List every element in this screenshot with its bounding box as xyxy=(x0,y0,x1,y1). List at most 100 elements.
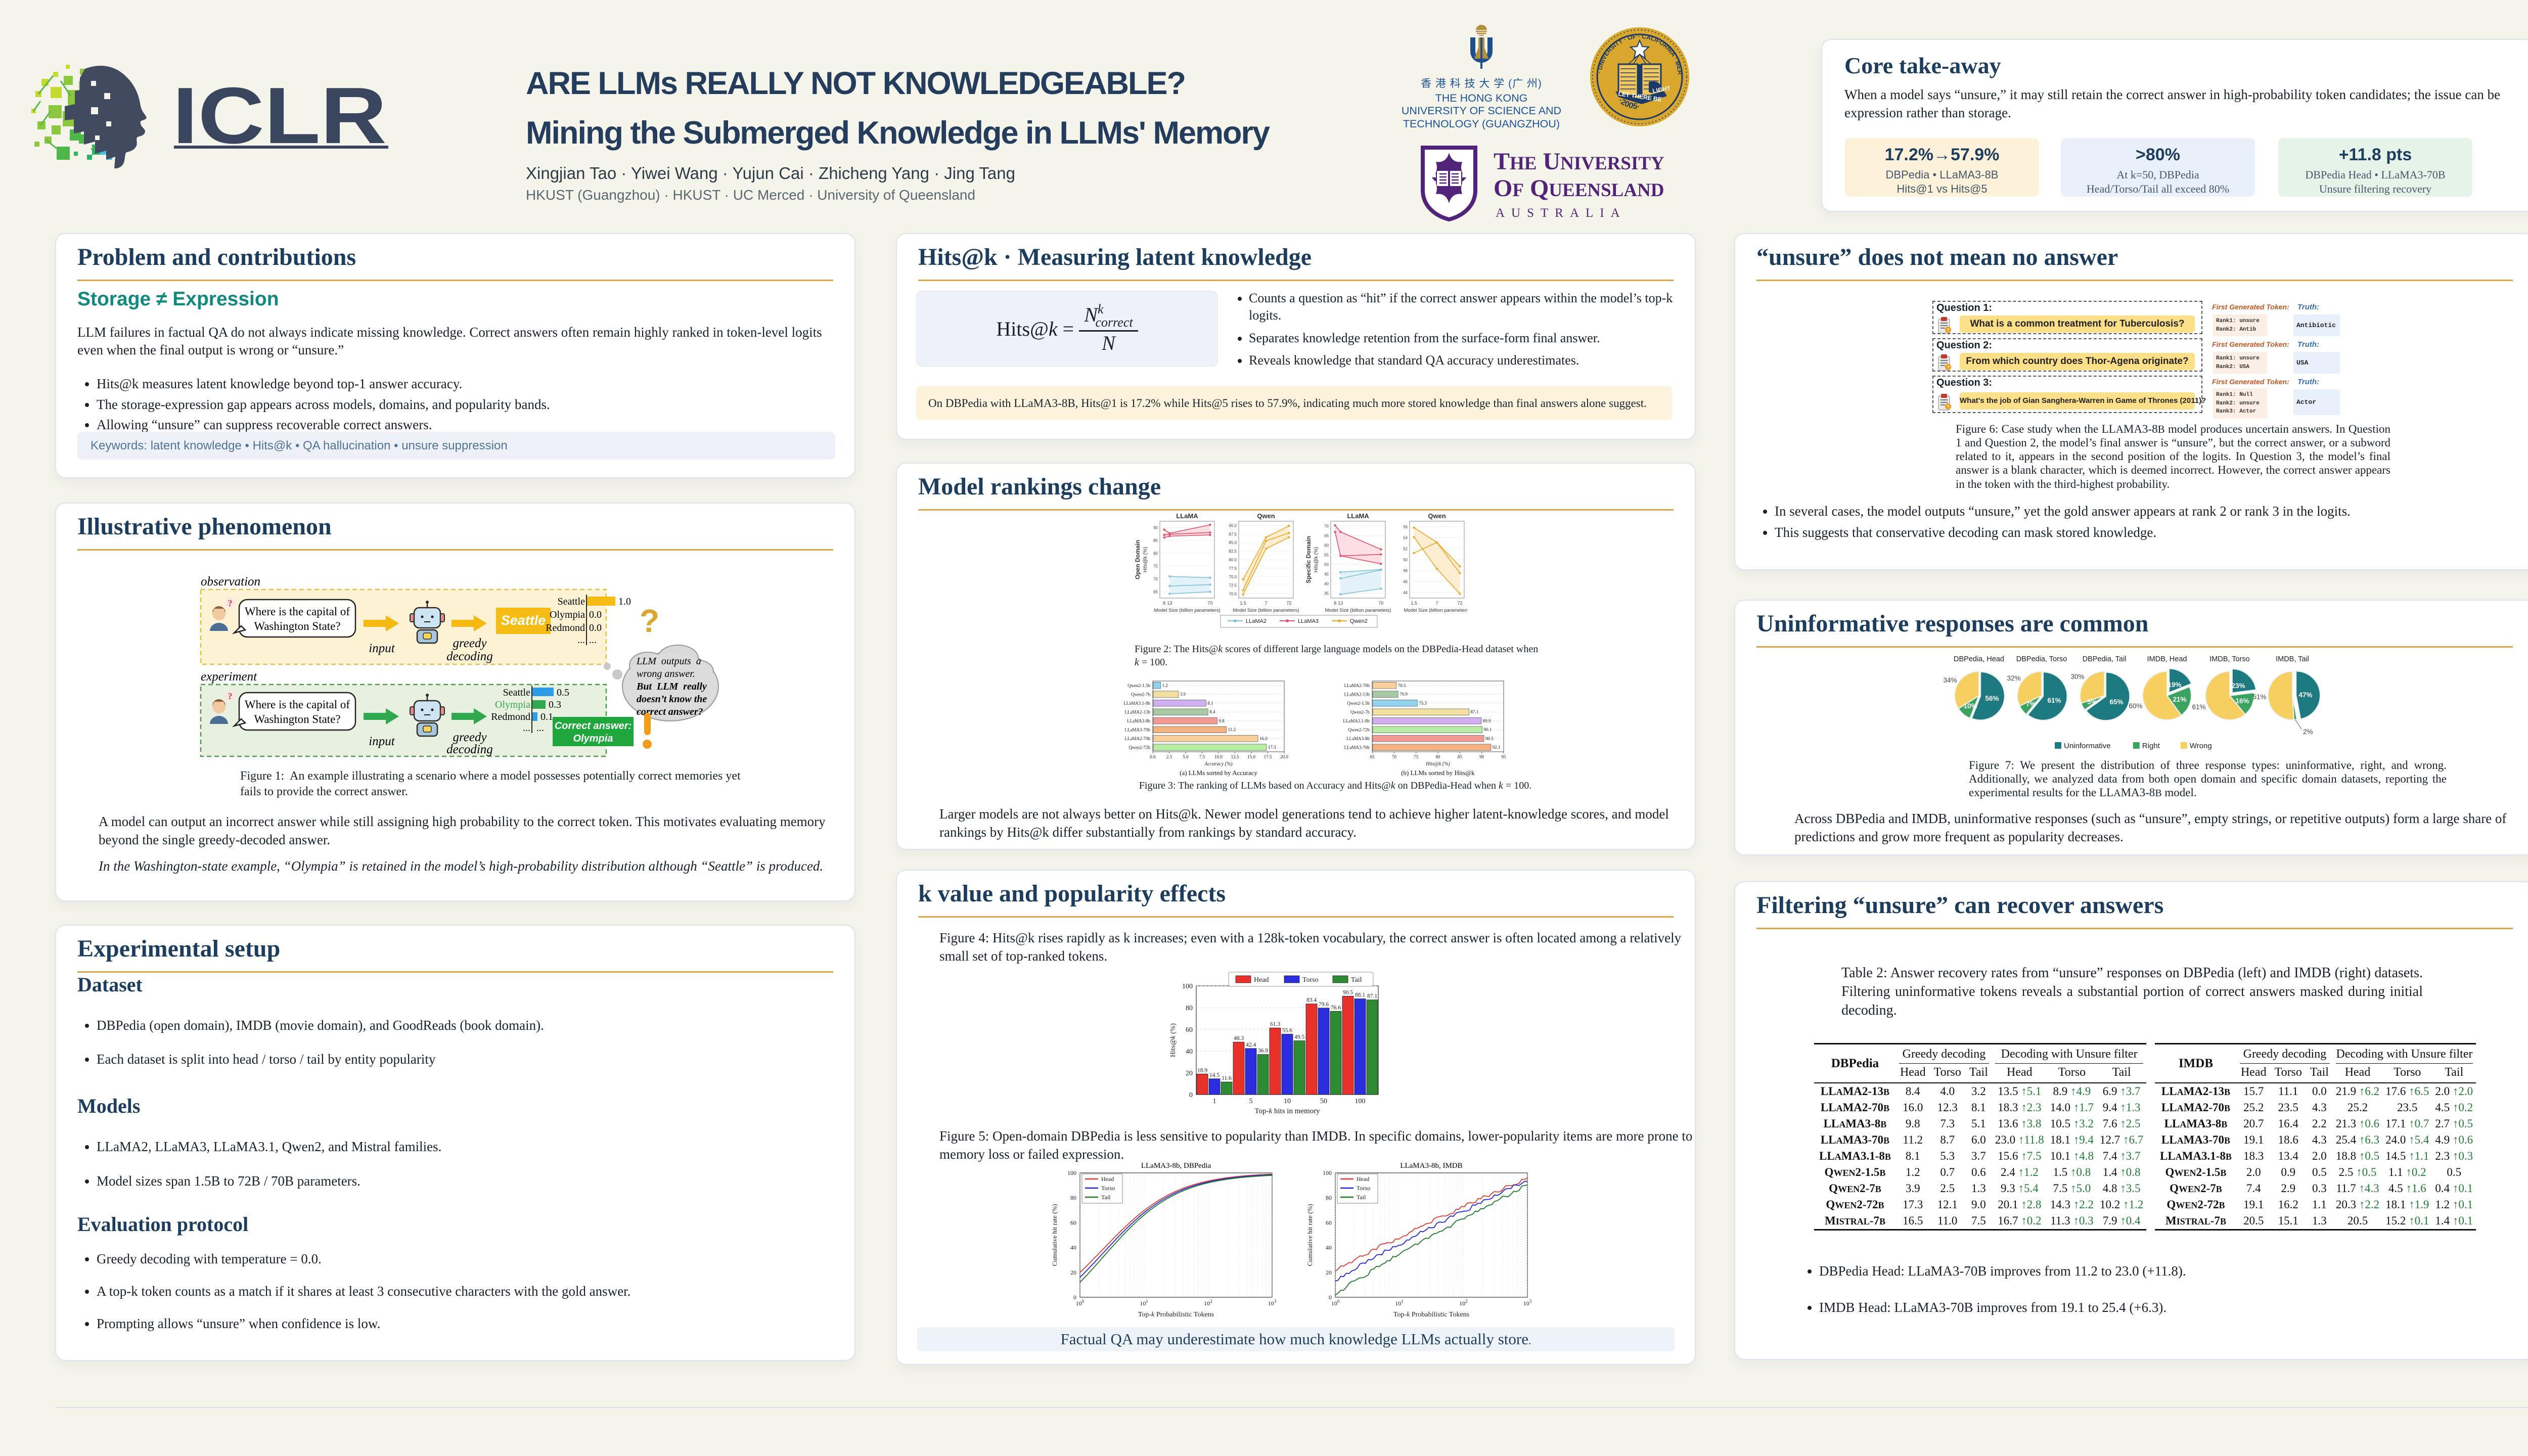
svg-text:95: 95 xyxy=(1502,754,1507,759)
svg-text:103: 103 xyxy=(1523,1299,1532,1307)
svg-text:Uninformative: Uninformative xyxy=(2064,742,2111,750)
svg-text:17.5: 17.5 xyxy=(1264,754,1272,759)
svg-text:60%: 60% xyxy=(2129,702,2142,710)
svg-text:2%: 2% xyxy=(2303,728,2313,736)
svg-text:(a) LLMs sorted by Accuracy: (a) LLMs sorted by Accuracy xyxy=(1180,769,1257,777)
svg-text:0: 0 xyxy=(1189,1091,1193,1099)
svg-text:decoding: decoding xyxy=(446,743,493,756)
svg-text:85.0: 85.0 xyxy=(1229,540,1237,545)
svg-text:90: 90 xyxy=(1153,526,1158,530)
svg-text:Top-k hits in memory: Top-k hits in memory xyxy=(1254,1107,1320,1115)
svg-text:Model Size (billion parameters: Model Size (billion parameters) xyxy=(1154,608,1221,613)
svg-text:Olympia: Olympia xyxy=(550,609,585,620)
svg-text:21%: 21% xyxy=(2173,696,2186,703)
svg-text:Head: Head xyxy=(1254,976,1269,984)
svg-text:Washington State?: Washington State? xyxy=(254,620,340,632)
svg-text:Torso: Torso xyxy=(1357,1185,1370,1192)
svg-text:18.9: 18.9 xyxy=(1197,1067,1207,1073)
svg-text:LLaMA3: LLaMA3 xyxy=(1298,618,1319,624)
svg-text:7: 7 xyxy=(1265,601,1267,606)
svg-text:80: 80 xyxy=(1186,1005,1193,1012)
svg-text:LLaMA3-8b, IMDB: LLaMA3-8b, IMDB xyxy=(1400,1162,1462,1170)
svg-text:0.0: 0.0 xyxy=(1150,754,1156,759)
svg-text:34%: 34% xyxy=(1943,676,1957,684)
svg-text:LLaMA3.1-8b: LLaMA3.1-8b xyxy=(1123,701,1150,706)
svg-text:LLaMA2: LLaMA2 xyxy=(1246,618,1267,624)
svg-text:Accuracy (%): Accuracy (%) xyxy=(1204,761,1233,767)
svg-text:7: 7 xyxy=(1435,601,1438,606)
svg-text:85: 85 xyxy=(1458,754,1463,759)
svg-text:IMDB, Torso: IMDB, Torso xyxy=(2209,655,2250,663)
svg-text:(b) LLMs sorted by Hits@k: (b) LLMs sorted by Hits@k xyxy=(1401,769,1475,777)
svg-text:LLaMA3-8b, DBPedia: LLaMA3-8b, DBPedia xyxy=(1141,1162,1211,1170)
svg-text:Cumulative hit rate (%): Cumulative hit rate (%) xyxy=(1306,1204,1314,1266)
svg-text:0.0: 0.0 xyxy=(589,609,602,620)
svg-text:102: 102 xyxy=(1204,1299,1212,1307)
svg-text:Qwen2-72b: Qwen2-72b xyxy=(1348,727,1370,732)
svg-text:13: 13 xyxy=(1167,601,1172,606)
svg-text:40: 40 xyxy=(1324,582,1329,586)
svg-text:But LLM really: But LLM really xyxy=(636,681,707,692)
svg-text:?: ? xyxy=(640,603,659,639)
svg-text:90: 90 xyxy=(1479,754,1484,759)
svg-text:7.5: 7.5 xyxy=(1199,754,1205,759)
svg-text:77.5: 77.5 xyxy=(1229,566,1237,571)
svg-text:DBPedia, Head: DBPedia, Head xyxy=(1954,655,2004,663)
svg-text:8.1: 8.1 xyxy=(1207,701,1213,706)
svg-text:56%: 56% xyxy=(1985,695,1999,702)
svg-text:46: 46 xyxy=(1403,579,1408,584)
svg-text:70: 70 xyxy=(1153,577,1158,581)
svg-text:?: ? xyxy=(1947,328,1950,333)
svg-text:LLaMA3-8b: LLaMA3-8b xyxy=(1127,718,1150,723)
svg-text:7%: 7% xyxy=(2026,700,2036,708)
svg-text:Open Domain: Open Domain xyxy=(1134,540,1141,579)
svg-text:10.0: 10.0 xyxy=(1214,754,1223,759)
svg-text:LLaMA3-70b: LLaMA3-70b xyxy=(1344,745,1370,750)
svg-text:70.9: 70.9 xyxy=(1400,692,1408,697)
svg-text:Seattle: Seattle xyxy=(501,613,546,628)
svg-text:80: 80 xyxy=(1436,754,1441,759)
svg-text:89.9: 89.9 xyxy=(1483,718,1491,723)
svg-text:Model Size (billion parameters: Model Size (billion parameters) xyxy=(1325,608,1391,613)
svg-text:0: 0 xyxy=(1073,1294,1076,1301)
svg-text:wrong answer.: wrong answer. xyxy=(637,668,695,679)
svg-text:1.5: 1.5 xyxy=(1411,601,1417,606)
svg-text:input: input xyxy=(369,642,395,655)
svg-text:Right: Right xyxy=(2142,742,2160,750)
svg-text:Qwen: Qwen xyxy=(1428,512,1446,520)
svg-text:LLM outputs a: LLM outputs a xyxy=(636,656,701,667)
svg-text:15.0: 15.0 xyxy=(1247,754,1255,759)
svg-text:IMDB, Head: IMDB, Head xyxy=(2147,655,2187,663)
svg-text:72.5: 72.5 xyxy=(1229,583,1237,588)
svg-text:?: ? xyxy=(228,691,233,701)
svg-text:3.9: 3.9 xyxy=(1180,692,1186,697)
svg-text:55.6: 55.6 xyxy=(1282,1028,1292,1034)
svg-text:Head: Head xyxy=(1357,1175,1369,1182)
svg-text:61%: 61% xyxy=(2192,703,2205,711)
svg-text:79.6: 79.6 xyxy=(1319,1002,1329,1008)
svg-text:?: ? xyxy=(1947,404,1950,410)
svg-text:16%: 16% xyxy=(2235,697,2249,705)
svg-text:80.0: 80.0 xyxy=(1229,558,1237,562)
svg-text:65%: 65% xyxy=(2109,698,2123,706)
svg-text:8.4: 8.4 xyxy=(1209,709,1215,714)
svg-text:80: 80 xyxy=(1153,551,1158,556)
svg-text:LLaMA2-13b: LLaMA2-13b xyxy=(1344,692,1370,697)
svg-text:Correct answer:: Correct answer: xyxy=(555,720,631,732)
svg-text:75: 75 xyxy=(1414,754,1419,759)
svg-text:Tail: Tail xyxy=(1351,976,1362,984)
svg-text:36.9: 36.9 xyxy=(1258,1048,1268,1054)
svg-text:Model Size (billion parameters: Model Size (billion parameters) xyxy=(1404,608,1467,613)
svg-text:Qwen2-7b: Qwen2-7b xyxy=(1350,709,1370,714)
svg-text:90.1: 90.1 xyxy=(1484,727,1492,732)
svg-text:20: 20 xyxy=(1186,1070,1193,1077)
svg-text:?: ? xyxy=(228,598,233,608)
svg-text:60: 60 xyxy=(1324,543,1329,548)
svg-text:54: 54 xyxy=(1403,536,1408,540)
svg-text:?: ? xyxy=(1947,365,1950,370)
svg-text:65: 65 xyxy=(1153,589,1158,594)
svg-text:92.1: 92.1 xyxy=(1493,745,1501,750)
svg-text:Hits@k (%): Hits@k (%) xyxy=(1169,1023,1177,1057)
svg-text:0: 0 xyxy=(1329,1294,1332,1301)
svg-text:Olympia: Olympia xyxy=(495,699,530,710)
